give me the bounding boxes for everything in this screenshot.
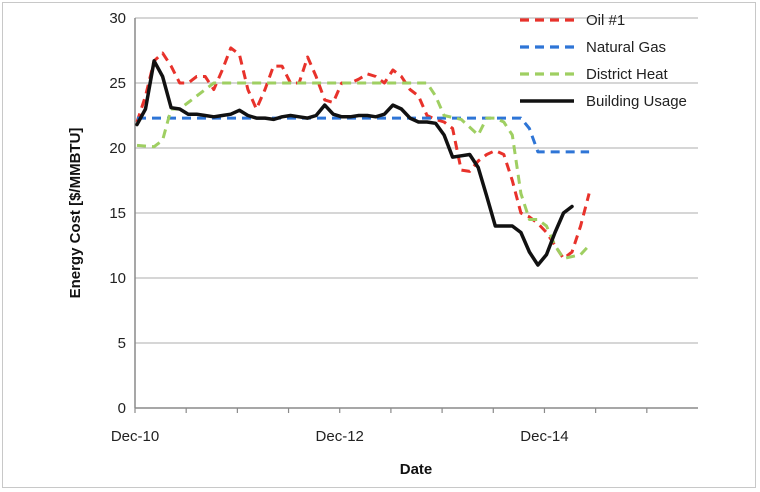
- x-tick-label: Dec-12: [316, 428, 364, 445]
- legend-label: District Heat: [586, 66, 669, 83]
- series-line-oil-1: [135, 46, 591, 260]
- y-tick-label: 0: [118, 400, 126, 417]
- x-tick-label: Dec-14: [520, 428, 568, 445]
- y-tick-label: 30: [109, 10, 126, 27]
- y-tick-label: 5: [118, 335, 126, 352]
- x-tick-labels: Dec-10 Dec-12 Dec-14: [111, 428, 569, 445]
- x-tick-label: Dec-10: [111, 428, 159, 445]
- y-tick-labels: 0 5 10 15 20 25 30: [109, 10, 126, 417]
- x-axis-title: Date: [400, 461, 433, 478]
- legend-label: Natural Gas: [586, 39, 666, 56]
- y-axis-title: Energy Cost [$/MMBTU]: [67, 128, 84, 299]
- y-tick-label: 10: [109, 270, 126, 287]
- y-tick-label: 20: [109, 140, 126, 157]
- series-line-district-heat: [136, 81, 591, 260]
- series-line-natural-gas: [137, 116, 590, 154]
- axes: [134, 18, 698, 413]
- series-lines: [135, 46, 591, 267]
- y-tick-label: 25: [109, 75, 126, 92]
- legend-label: Building Usage: [586, 93, 687, 110]
- legend-label: Oil #1: [586, 12, 625, 29]
- y-tick-label: 15: [109, 205, 126, 222]
- legend: Oil #1 Natural Gas District Heat Building U…: [520, 12, 687, 110]
- series-line-building-usage: [135, 59, 574, 267]
